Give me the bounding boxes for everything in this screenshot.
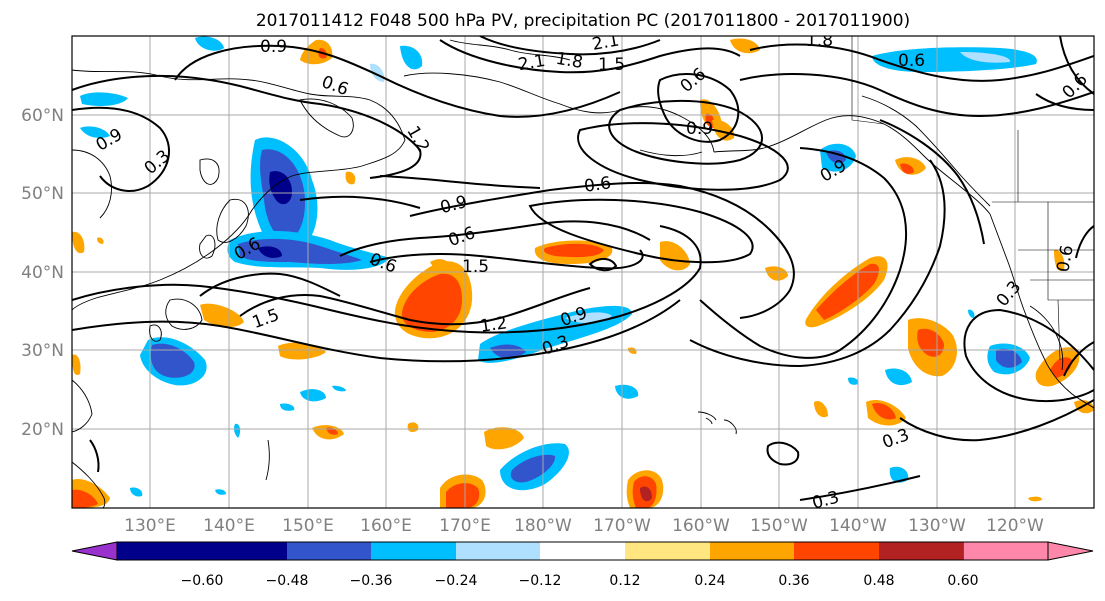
contour-label: 0.3 [810,487,841,513]
contour-label: 0.6 [583,173,613,197]
lat-label: 20°N [21,420,64,440]
graticule [72,36,1094,508]
contour-label: 1.8 [554,49,584,73]
colorbar-tick-label: −0.12 [519,573,562,589]
colorbar-segment [117,542,202,560]
colorbar-tick-label: 0.60 [947,573,978,589]
lon-label: 180°W [514,516,572,536]
colorbar-segment [202,542,287,560]
map-frame [71,35,1095,509]
colorbar-tick-label: 0.12 [609,573,640,589]
latitude-labels: 60°N 50°N 40°N 30°N 20°N [21,106,64,440]
colorbar-tick-label: 0.36 [778,573,809,589]
colorbar-segment [287,542,371,560]
contour-label: 2.1 [517,51,547,75]
lon-label: 140°W [829,516,887,536]
colorbar-segment [371,542,456,560]
lon-label: 150°W [750,516,808,536]
figure-title: 2017011412 F048 500 hPa PV, precipitatio… [256,11,910,31]
contour-label: 1.8 [806,31,833,51]
lat-label: 50°N [21,184,64,204]
colorbar-tick-label: −0.48 [266,573,309,589]
lon-label: 160°E [360,516,412,536]
contour-label: 1.5 [598,55,625,75]
colorbar-tick-label: −0.36 [350,573,393,589]
lon-label: 120°W [986,516,1044,536]
lat-label: 60°N [21,106,64,126]
colorbar-tick-label: −0.60 [181,573,224,589]
lon-label: 160°W [672,516,730,536]
borders [851,36,1094,361]
colorbar-tick-label: 0.24 [694,573,725,589]
colorbar-segment [456,542,540,560]
contour-label: 0.6 [1053,244,1077,274]
contour-label: 0.6 [898,51,925,71]
contour-label: 1.2 [479,313,509,337]
lat-label: 40°N [21,263,64,283]
colorbar-tick-label: −0.24 [435,573,478,589]
lon-label: 150°E [282,516,334,536]
colorbar-segment [794,542,879,560]
pv-contours [72,36,1094,501]
colorbar: −0.60 −0.48 −0.36 −0.24 −0.12 0.12 0.24 … [71,541,1094,589]
colorbar-segment [879,542,963,560]
lon-label: 170°E [439,516,491,536]
contour-label: 0.9 [260,37,287,57]
lon-label: 140°E [203,516,255,536]
lon-label: 130°E [124,516,176,536]
map-panel: 0.9 0.6 2.1 1.8 1.5 2.1 1.8 1.2 0.6 0.6 … [72,31,1094,513]
colorbar-segment [540,542,625,560]
colorbar-extend-low [71,541,118,561]
colorbar-tick-label: 0.48 [863,573,894,589]
contour-label: 1.5 [462,257,489,277]
lon-label: 170°W [593,516,651,536]
colorbar-segment [625,542,710,560]
lat-label: 30°N [21,341,64,361]
contour-label: 0.9 [686,119,713,139]
longitude-labels: 130°E 140°E 150°E 160°E 170°E 180°W 170°… [124,516,1044,536]
lon-label: 130°W [908,516,966,536]
colorbar-segment [710,542,794,560]
contour-label: 2.1 [591,31,621,55]
colorbar-extend-high [962,541,1094,561]
